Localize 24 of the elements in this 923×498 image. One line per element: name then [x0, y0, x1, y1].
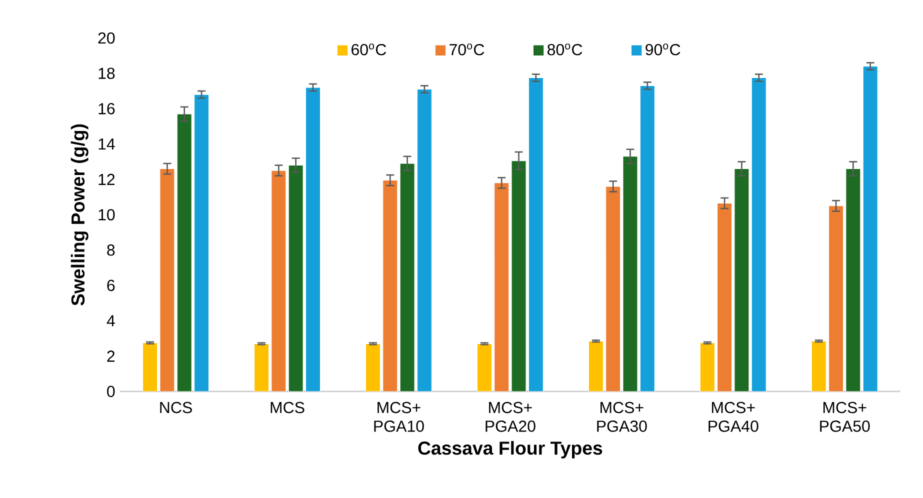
y-tick-label: 4: [106, 315, 115, 326]
y-axis-title: Swelling Power (g/g): [70, 124, 88, 306]
y-tick-label: 8: [107, 244, 115, 256]
y-tick-label: 12: [98, 174, 115, 185]
y-tick-label: 16: [98, 102, 115, 114]
legend-label: 90$^{o}$C: [646, 44, 680, 56]
y-tick-label: 20: [98, 32, 115, 44]
x-tick-label: MCS+ PGA20: [486, 402, 536, 432]
x-axis-title: Cassava Flour Types: [418, 440, 602, 458]
x-tick-label: MCS: [270, 402, 304, 414]
legend-label: 80$^{o}$C: [548, 44, 582, 56]
x-tick-label: MCS+ PGA50: [820, 402, 870, 432]
x-tick-label: MCS+ PGA40: [708, 402, 758, 432]
y-tick-label: 6: [107, 280, 115, 292]
y-tick-label: 18: [98, 68, 115, 79]
x-tick-label: MCS+ PGA30: [597, 402, 647, 432]
x-tick-label: MCS+ PGA10: [374, 402, 424, 432]
legend-label: 60$^{o}$C: [352, 44, 386, 56]
y-tick-label: 2: [107, 350, 115, 362]
y-tick-label: 14: [98, 138, 115, 150]
y-tick-label: 0: [107, 386, 115, 398]
y-tick-label: 10: [98, 208, 115, 220]
x-tick-label: NCS: [160, 402, 192, 414]
legend-label: 70$^{o}$C: [450, 44, 484, 56]
